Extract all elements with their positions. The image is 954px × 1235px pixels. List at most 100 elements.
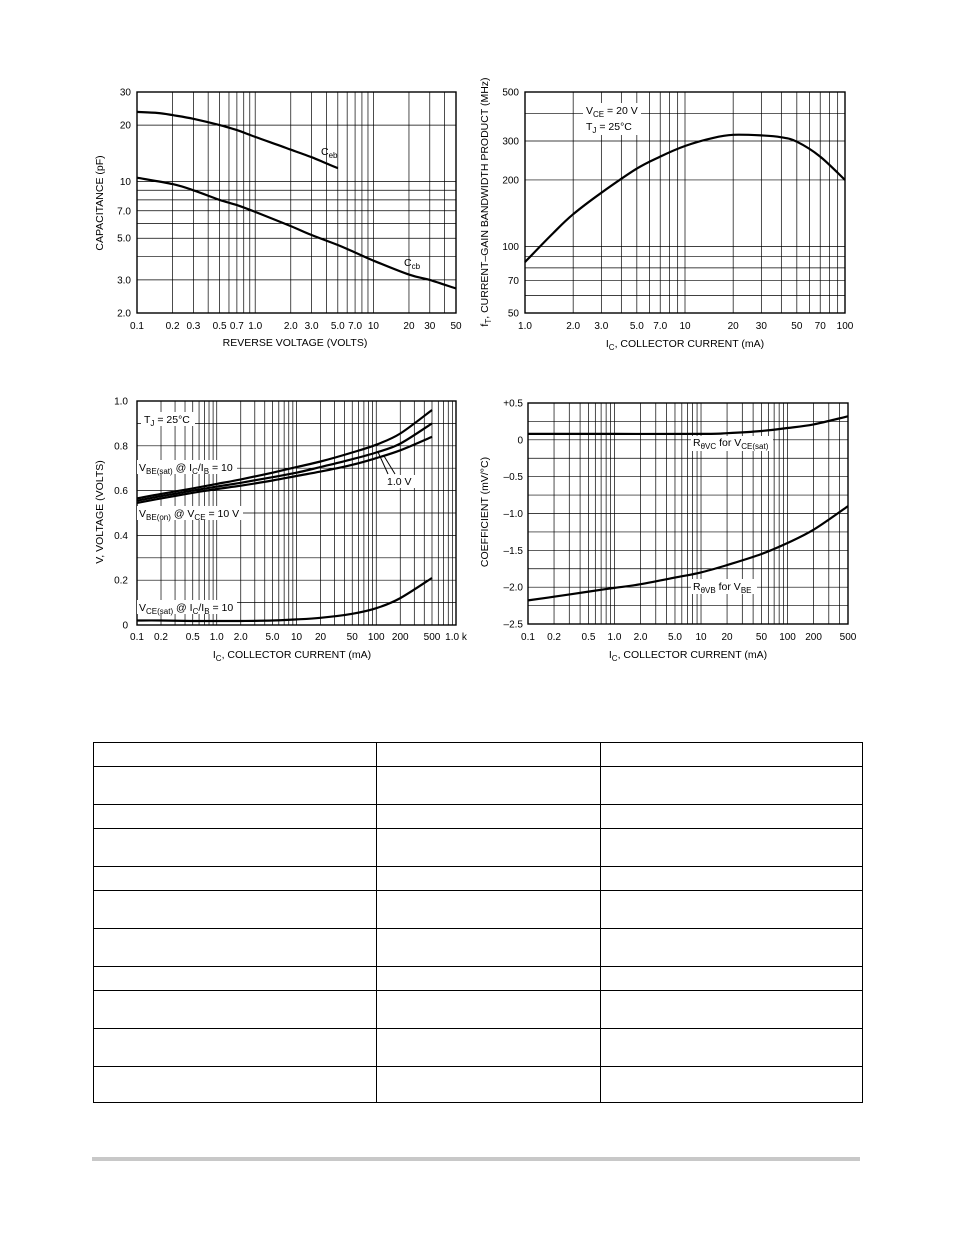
table-cell [376, 804, 601, 829]
x-tick-label: 500 [424, 632, 441, 643]
y-tick-label: +0.5 [503, 399, 523, 410]
coefficient-grid [527, 402, 849, 625]
vbesat-label: VBE(sat) @ IC/IB = 10 [139, 462, 233, 476]
x-tick-label: 1.0 [518, 321, 532, 332]
ft-grid [524, 91, 846, 314]
table-cell [376, 742, 601, 767]
table-cell [600, 890, 863, 929]
y-tick-label: –2.5 [504, 620, 524, 631]
one-volt-label-box [385, 475, 415, 488]
table-row [93, 804, 863, 829]
empty-table [93, 742, 863, 1103]
x-tick-label: 2.0 [284, 321, 298, 332]
x-tick-label: 30 [756, 321, 768, 332]
one-volt-label: 1.0 V [387, 476, 412, 488]
x-tick-label: 1.0 [210, 632, 224, 643]
x-tick-label: 50 [791, 321, 803, 332]
series-line [136, 422, 433, 502]
voltage-series [136, 409, 433, 623]
vbeon-label-box [137, 506, 243, 520]
voltage-ylabel: V, VOLTAGE (VOLTS) [94, 460, 106, 563]
capacitance-chart: 0.1 0.2 0.3 0.5 0.7 1.0 2.0 3.0 5.0 7.0 10 20 30 502.… [94, 88, 462, 350]
table-row [93, 966, 863, 991]
series-line [527, 505, 849, 602]
table-cell [93, 742, 377, 767]
table-row [93, 1028, 863, 1067]
x-tick-label: 3.0 [594, 321, 608, 332]
table-cell [376, 1066, 601, 1103]
x-tick-label: 0.1 [130, 632, 144, 643]
ft-chart: 1.0 2.0 3.0 5.0 7.0 10 20 30 50 70 100 50 70 100 200 30… [479, 77, 854, 352]
table-cell [376, 1028, 601, 1067]
ft-series [524, 133, 846, 263]
table-row [93, 828, 863, 867]
rvb-label-box [691, 579, 757, 594]
y-tick-label: 0 [122, 621, 128, 632]
table-cell [600, 966, 863, 991]
table-row [93, 990, 863, 1029]
x-tick-label: 1.0 [248, 321, 262, 332]
x-tick-label: 5.0 [266, 632, 280, 643]
y-tick-label: 300 [502, 137, 519, 148]
x-tick-label: 20 [403, 321, 415, 332]
y-tick-label: 0.6 [114, 486, 128, 497]
voltage-tj-annotation: TJ = 25°C [144, 414, 190, 428]
capacitance-grid [136, 91, 457, 314]
table-row [93, 1066, 863, 1103]
x-tick-label: 70 [815, 321, 827, 332]
table-cell [93, 990, 377, 1029]
x-tick-label: 50 [347, 632, 359, 643]
x-tick-label: 0.5 [582, 632, 596, 643]
table-cell [93, 866, 377, 891]
ceb-series-label: Ceb [321, 146, 338, 160]
table-cell [376, 890, 601, 929]
x-tick-label: 500 [840, 632, 857, 643]
ft-ylabel: fT, CURRENT–GAIN BANDWIDTH PRODUCT (MHz) [479, 77, 493, 326]
y-tick-label: 70 [508, 276, 520, 287]
x-tick-label: 1.0 [608, 632, 622, 643]
plot-frame [524, 91, 846, 314]
series-line [136, 110, 339, 170]
x-tick-label: 100 [837, 321, 854, 332]
x-tick-label: 3.0 [305, 321, 319, 332]
ft-annotation-tj: TJ = 25°C [586, 121, 632, 135]
series-line [136, 409, 433, 500]
series-line [524, 133, 846, 263]
x-tick-label: 0.7 [230, 321, 244, 332]
y-tick-label: 10 [120, 177, 132, 188]
table-cell [600, 928, 863, 967]
table-cell [600, 766, 863, 805]
table-cell [376, 928, 601, 967]
vbeon-label: VBE(on) @ VCE = 10 V [139, 508, 239, 522]
table-cell [93, 828, 377, 867]
table-cell [93, 928, 377, 967]
x-tick-label: 200 [805, 632, 822, 643]
x-tick-label: 100 [368, 632, 385, 643]
vcesat-label: VCE(sat) @ IC/IB = 10 [139, 602, 233, 616]
series-line [528, 415, 849, 436]
x-tick-label: 0.2 [154, 632, 168, 643]
x-tick-label: 2.0 [634, 632, 648, 643]
plot-frame [527, 402, 849, 625]
table-cell [600, 1028, 863, 1067]
voltage-tick-labels: 0.1 0.2 0.5 1.0 2.0 5.0 10 20 50 100 200 500 1.0 k 0 0… [114, 397, 468, 644]
coefficient-tick-labels: 0.1 0.2 0.5 1.0 2.0 5.0 10 20 50 100 200 500 –2.5 –2.… [503, 399, 857, 644]
x-tick-label: 7.0 [653, 321, 667, 332]
table-cell [376, 828, 601, 867]
table-cell [93, 890, 377, 929]
x-tick-label: 20 [722, 632, 734, 643]
y-tick-label: 0.4 [114, 531, 128, 542]
table-cell [600, 990, 863, 1029]
x-tick-label: 30 [424, 321, 436, 332]
x-tick-label: 10 [695, 632, 707, 643]
x-tick-label: 50 [756, 632, 768, 643]
coefficient-ylabel: COEFFICIENT (mV/°C) [479, 457, 491, 567]
y-tick-label: –2.0 [504, 583, 524, 594]
ft-xlabel: IC, COLLECTOR CURRENT (mA) [606, 338, 764, 352]
table-cell [376, 766, 601, 805]
table-row [93, 766, 863, 805]
y-tick-label: 2.0 [117, 309, 131, 320]
ft-tick-labels: 1.0 2.0 3.0 5.0 7.0 10 20 30 50 70 100 50 70 100 200 30… [502, 88, 853, 333]
table-row [93, 742, 863, 767]
x-tick-label: 1.0 k [445, 632, 468, 643]
